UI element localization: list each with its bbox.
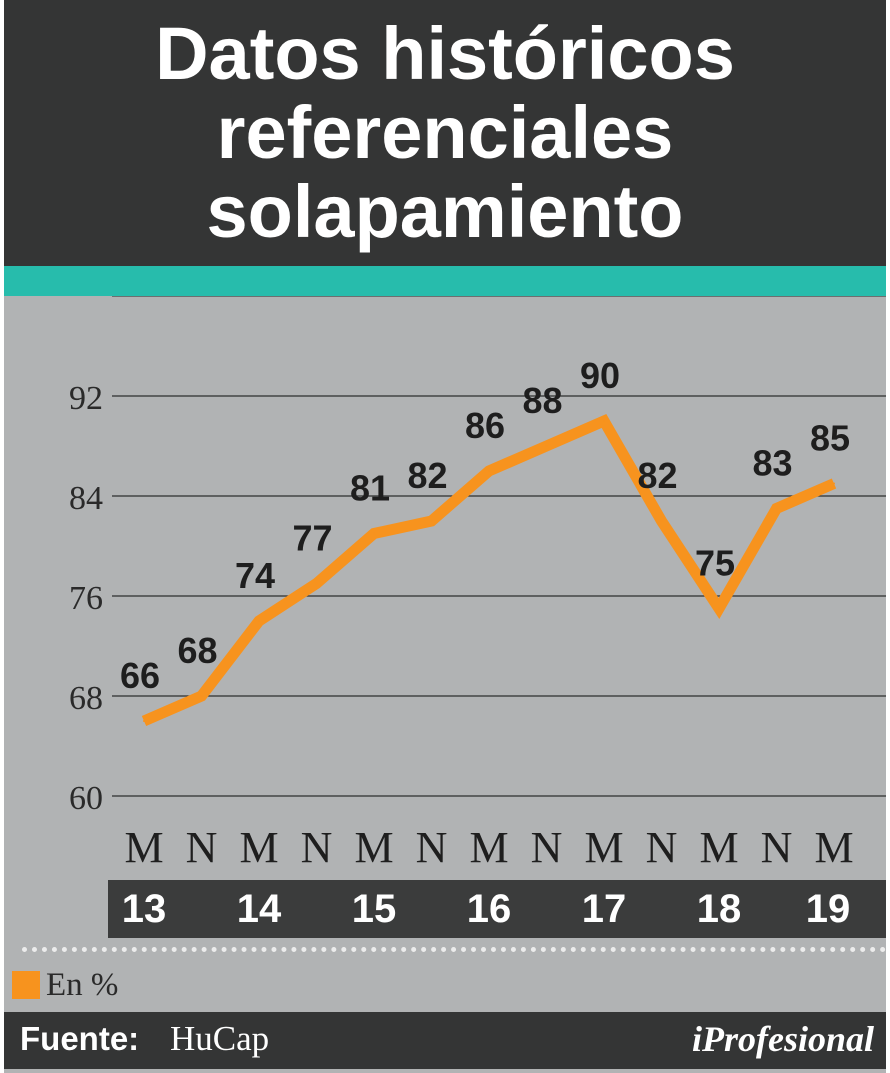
title-line: Datos históricos [155, 12, 735, 95]
data-point [143, 720, 145, 722]
x-tick-label: M [814, 823, 853, 872]
chart-card: Datos históricos referenciales solapamie… [4, 0, 886, 1073]
x-tick-label: N [646, 823, 678, 872]
title-line: solapamiento [206, 170, 684, 253]
data-point [315, 582, 318, 585]
legend: En % [12, 967, 118, 1003]
x-tick-label: M [239, 823, 278, 872]
x-tick-label: M [584, 823, 623, 872]
year-label: 15 [351, 887, 397, 931]
title-banner: Datos históricos referenciales solapamie… [4, 0, 886, 266]
x-tick-label: M [469, 823, 508, 872]
data-point [660, 520, 663, 522]
data-label: 85 [810, 418, 850, 459]
year-label: 17 [581, 887, 627, 931]
data-point [430, 520, 433, 522]
data-point [718, 607, 720, 610]
data-point [200, 695, 203, 697]
source-label: Fuente: [20, 1020, 140, 1057]
year-label: 16 [466, 887, 512, 931]
x-tick-label: N [761, 823, 793, 872]
dotted-divider [22, 947, 886, 952]
data-point [258, 620, 260, 622]
x-tick-label: M [354, 823, 393, 872]
data-label: 75 [695, 543, 735, 584]
accent-stripe [4, 266, 886, 296]
year-label: 13 [121, 887, 167, 931]
year-label: 18 [696, 887, 742, 931]
year-label: 19 [805, 887, 851, 931]
data-label: 82 [407, 455, 447, 496]
data-label: 83 [752, 443, 792, 484]
year-label: 14 [236, 887, 282, 931]
y-tick-label: 60 [69, 780, 103, 817]
data-label: 82 [637, 455, 677, 496]
year-axis-bar: 13 14 15 16 17 18 19 [108, 880, 886, 938]
y-tick-label: 68 [69, 680, 103, 717]
x-tick-label: N [301, 823, 333, 872]
data-label: 74 [235, 555, 275, 596]
source-value: HuCap [170, 1019, 270, 1058]
legend-label: En % [46, 966, 119, 1003]
data-label: 66 [120, 655, 160, 696]
data-label: 88 [522, 380, 562, 421]
x-tick-label: M [124, 823, 163, 872]
title-line: referenciales [216, 91, 674, 174]
footer-bar [4, 1012, 886, 1069]
y-tick-label: 84 [69, 480, 103, 517]
x-tick-label: N [186, 823, 218, 872]
data-label: 86 [465, 405, 505, 446]
data-point [833, 482, 835, 485]
x-tick-label: M [699, 823, 738, 872]
legend-swatch [12, 971, 40, 999]
data-label: 90 [580, 355, 620, 396]
brand-logo: iProfesional [691, 1019, 874, 1059]
x-tick-label: N [531, 823, 563, 872]
data-point [488, 470, 490, 472]
data-label: 68 [177, 630, 217, 671]
x-tick-label: N [416, 823, 448, 872]
data-label: 77 [292, 518, 332, 559]
data-point [373, 532, 375, 535]
chart-title: Datos históricos referenciales solapamie… [4, 14, 886, 251]
y-tick-label: 76 [69, 580, 103, 617]
data-point [545, 445, 548, 447]
y-tick-label: 92 [69, 380, 103, 417]
data-point [775, 507, 778, 510]
data-point [603, 420, 605, 422]
data-label: 81 [350, 468, 390, 509]
